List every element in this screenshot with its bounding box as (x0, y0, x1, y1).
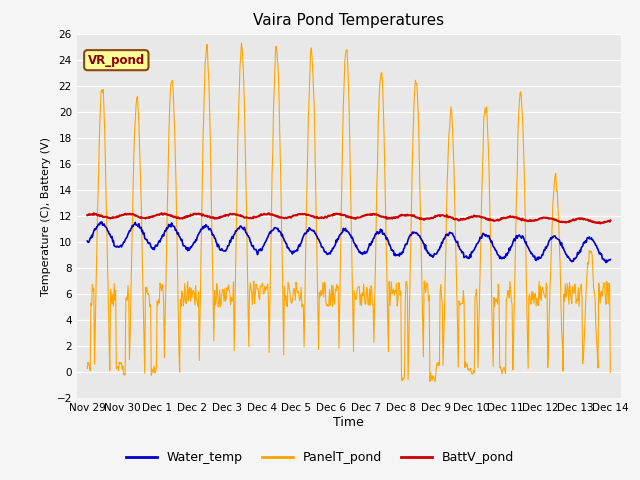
X-axis label: Time: Time (333, 416, 364, 429)
Title: Vaira Pond Temperatures: Vaira Pond Temperatures (253, 13, 444, 28)
Y-axis label: Temperature (C), Battery (V): Temperature (C), Battery (V) (41, 136, 51, 296)
Legend: Water_temp, PanelT_pond, BattV_pond: Water_temp, PanelT_pond, BattV_pond (120, 446, 520, 469)
Text: VR_pond: VR_pond (88, 54, 145, 67)
